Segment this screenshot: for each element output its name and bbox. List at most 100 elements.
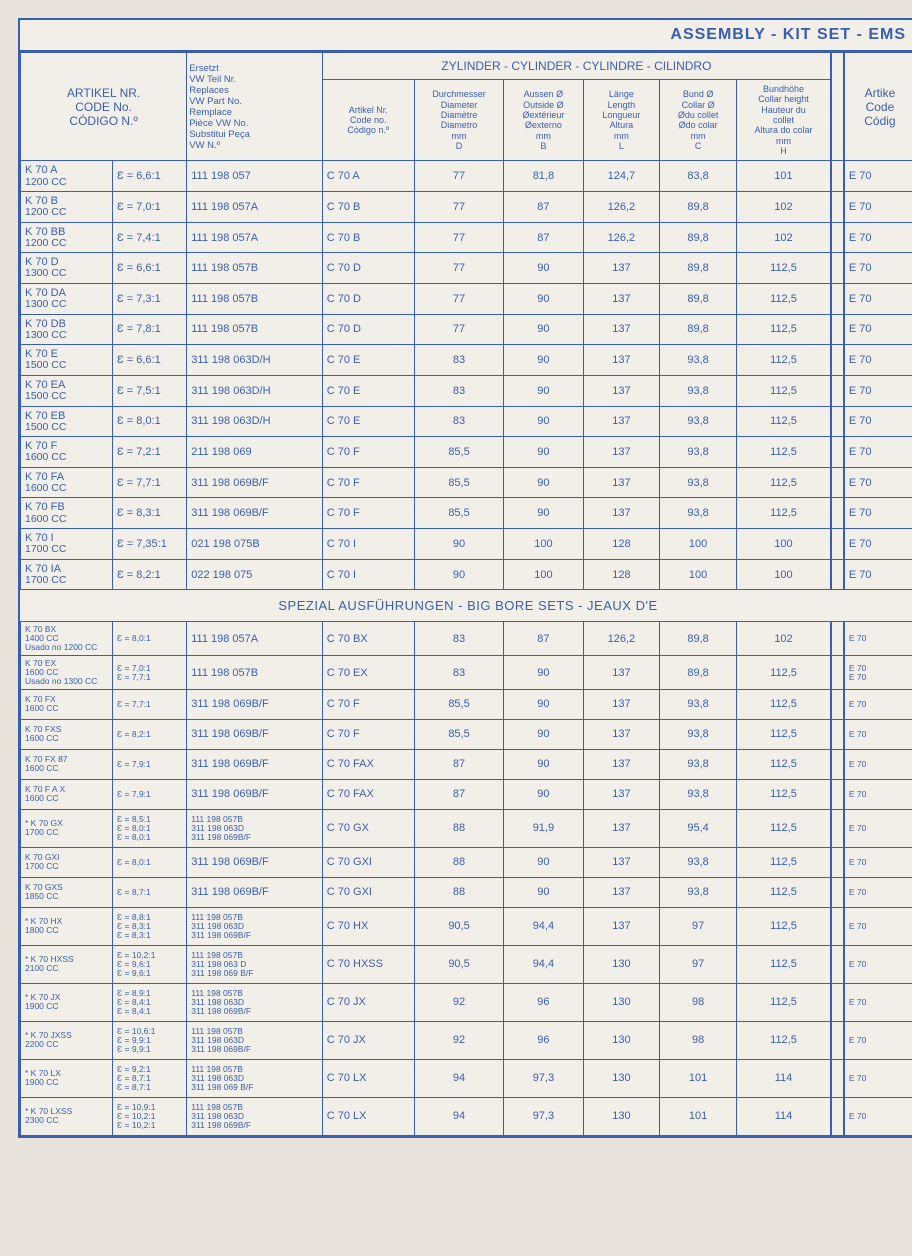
cell-l: 137 [583, 907, 660, 945]
cell-l: 130 [583, 1059, 660, 1097]
cell-epsilon: Ɛ = 7,5:1 [113, 375, 187, 406]
cell-c: 93,8 [660, 749, 737, 779]
cell-l: 126,2 [583, 192, 660, 223]
cell-h: 112,5 [736, 689, 831, 719]
cell-l: 130 [583, 945, 660, 983]
cell-b: 90 [504, 689, 583, 719]
cell-e: E 70 [844, 467, 912, 498]
cell-e: E 70E 70 [844, 656, 912, 690]
cell-d: 83 [414, 375, 503, 406]
cell-epsilon: Ɛ = 8,9:1Ɛ = 8,4:1Ɛ = 8,4:1 [113, 983, 187, 1021]
cell-h: 112,5 [736, 437, 831, 468]
table-row: K 70 EB1500 CCƐ = 8,0:1311 198 063D/HC 7… [21, 406, 912, 437]
table-row: K 70 EA1500 CCƐ = 7,5:1311 198 063D/HC 7… [21, 375, 912, 406]
gap [831, 437, 844, 468]
cell-d: 88 [414, 877, 503, 907]
cell-l: 130 [583, 983, 660, 1021]
cell-artikel: K 70 B1200 CC [21, 192, 113, 223]
cell-e: E 70 [844, 161, 912, 192]
cell-replaces: 311 198 069B/F [187, 719, 323, 749]
cell-c: 93,8 [660, 437, 737, 468]
table-row: K 70 D1300 CCƐ = 6,6:1111 198 057BC 70 D… [21, 253, 912, 284]
gap [831, 559, 844, 590]
cell-artikel: K 70 GXI1700 CC [21, 847, 113, 877]
cell-e: E 70 [844, 283, 912, 314]
cell-l: 137 [583, 283, 660, 314]
cell-b: 90 [504, 467, 583, 498]
cell-artikel: * K 70 LXSS2300 CC [21, 1097, 113, 1135]
gap [831, 779, 844, 809]
cell-l: 137 [583, 877, 660, 907]
cell-replaces: 311 198 069B/F [187, 689, 323, 719]
cell-artikel: K 70 BB1200 CC [21, 222, 113, 253]
cell-b: 100 [504, 559, 583, 590]
cell-epsilon: Ɛ = 7,0:1Ɛ = 7,7:1 [113, 656, 187, 690]
cell-artikel: K 70 EA1500 CC [21, 375, 113, 406]
cell-artikel: K 70 F A X1600 CC [21, 779, 113, 809]
cell-c: 101 [660, 1097, 737, 1135]
table-row: K 70 IA1700 CCƐ = 8,2:1022 198 075C 70 I… [21, 559, 912, 590]
table-row: * K 70 HX1800 CCƐ = 8,8:1Ɛ = 8,3:1Ɛ = 8,… [21, 907, 912, 945]
table-row: K 70 BB1200 CCƐ = 7,4:1111 198 057AC 70 … [21, 222, 912, 253]
cell-code: C 70 E [322, 345, 414, 376]
cell-code: C 70 FAX [322, 779, 414, 809]
gap [831, 809, 844, 847]
table-row: K 70 BX1400 CCUsado no 1200 CCƐ = 8,0:11… [21, 622, 912, 656]
cell-code: C 70 D [322, 253, 414, 284]
cell-b: 90 [504, 847, 583, 877]
cell-artikel: K 70 FB1600 CC [21, 498, 113, 529]
cell-replaces: 111 198 057A [187, 622, 323, 656]
cell-l: 137 [583, 314, 660, 345]
cell-artikel: K 70 EX1600 CCUsado no 1300 CC [21, 656, 113, 690]
cell-b: 96 [504, 1021, 583, 1059]
cell-d: 94 [414, 1059, 503, 1097]
cell-e: E 70 [844, 437, 912, 468]
cell-b: 90 [504, 253, 583, 284]
gap [831, 1097, 844, 1135]
gap [831, 1021, 844, 1059]
cell-artikel: K 70 DB1300 CC [21, 314, 113, 345]
cell-c: 93,8 [660, 847, 737, 877]
gap [831, 161, 844, 192]
cell-artikel: * K 70 JX1900 CC [21, 983, 113, 1021]
cell-code: C 70 GXI [322, 877, 414, 907]
gap [831, 749, 844, 779]
cell-code: C 70 JX [322, 983, 414, 1021]
section-big-bore: SPEZIAL AUSFÜHRUNGEN - BIG BORE SETS - J… [21, 590, 912, 622]
cell-replaces: 311 198 063D/H [187, 406, 323, 437]
cell-code: C 70 FAX [322, 749, 414, 779]
cell-b: 87 [504, 192, 583, 223]
cell-c: 89,8 [660, 656, 737, 690]
table-row: * K 70 HXSS2100 CCƐ = 10,2:1Ɛ = 9,6:1Ɛ =… [21, 945, 912, 983]
cell-artikel: K 70 A1200 CC [21, 161, 113, 192]
gap [831, 467, 844, 498]
table-row: K 70 FB1600 CCƐ = 8,3:1311 198 069B/FC 7… [21, 498, 912, 529]
cell-replaces: 311 198 063D/H [187, 375, 323, 406]
cell-d: 83 [414, 622, 503, 656]
cell-h: 112,5 [736, 283, 831, 314]
cell-d: 90 [414, 559, 503, 590]
cell-code: C 70 EX [322, 656, 414, 690]
table-row: K 70 FX 871600 CCƐ = 7,9:1311 198 069B/F… [21, 749, 912, 779]
cell-e: E 70 [844, 622, 912, 656]
cell-artikel: * K 70 HXSS2100 CC [21, 945, 113, 983]
cell-h: 102 [736, 622, 831, 656]
cell-artikel: * K 70 GX1700 CC [21, 809, 113, 847]
cell-replaces: 111 198 057A [187, 222, 323, 253]
cell-d: 85,5 [414, 467, 503, 498]
gap [831, 498, 844, 529]
cell-epsilon: Ɛ = 8,2:1 [113, 719, 187, 749]
gap [831, 192, 844, 223]
cell-c: 93,8 [660, 498, 737, 529]
cell-epsilon: Ɛ = 7,7:1 [113, 467, 187, 498]
cell-epsilon: Ɛ = 7,9:1 [113, 779, 187, 809]
cell-replaces: 211 198 069 [187, 437, 323, 468]
cell-b: 90 [504, 406, 583, 437]
cell-epsilon: Ɛ = 7,7:1 [113, 689, 187, 719]
cell-code: C 70 BX [322, 622, 414, 656]
table-header: ARTIKEL NR. CODE No. CÓDIGO N.º Ersetzt … [21, 53, 912, 161]
cell-c: 83,8 [660, 161, 737, 192]
cell-c: 93,8 [660, 877, 737, 907]
cell-epsilon: Ɛ = 7,9:1 [113, 749, 187, 779]
cell-replaces: 311 198 069B/F [187, 847, 323, 877]
